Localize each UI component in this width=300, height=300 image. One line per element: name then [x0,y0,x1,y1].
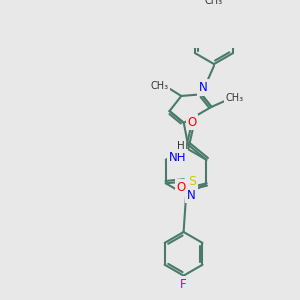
Text: CH₃: CH₃ [205,0,223,6]
Text: S: S [189,175,196,188]
Text: N: N [187,188,196,202]
Text: F: F [180,278,187,290]
Text: CH₃: CH₃ [226,94,244,103]
Text: CH₃: CH₃ [150,81,169,91]
Text: N: N [199,81,208,94]
Text: O: O [188,116,196,128]
Text: NH: NH [169,151,186,164]
Text: H: H [177,141,184,152]
Text: O: O [177,181,186,194]
